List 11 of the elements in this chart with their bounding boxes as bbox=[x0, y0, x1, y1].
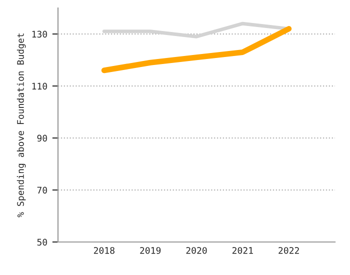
x-tick-label: 2018 bbox=[94, 247, 114, 254]
y-tick-label: 130 bbox=[32, 30, 47, 38]
y-tick-label: 110 bbox=[32, 82, 47, 90]
y-tick-label: 70 bbox=[37, 186, 47, 194]
x-tick-label: 2021 bbox=[232, 247, 253, 254]
y-tick-label: 50 bbox=[37, 238, 47, 246]
x-tick-label: 2022 bbox=[278, 247, 299, 254]
y-tick-label: 90 bbox=[37, 134, 47, 142]
y-axis-title: % Spending above Foundation Budget bbox=[16, 33, 26, 218]
x-tick-label: 2019 bbox=[140, 247, 161, 254]
x-tick-label: 2020 bbox=[186, 247, 207, 254]
